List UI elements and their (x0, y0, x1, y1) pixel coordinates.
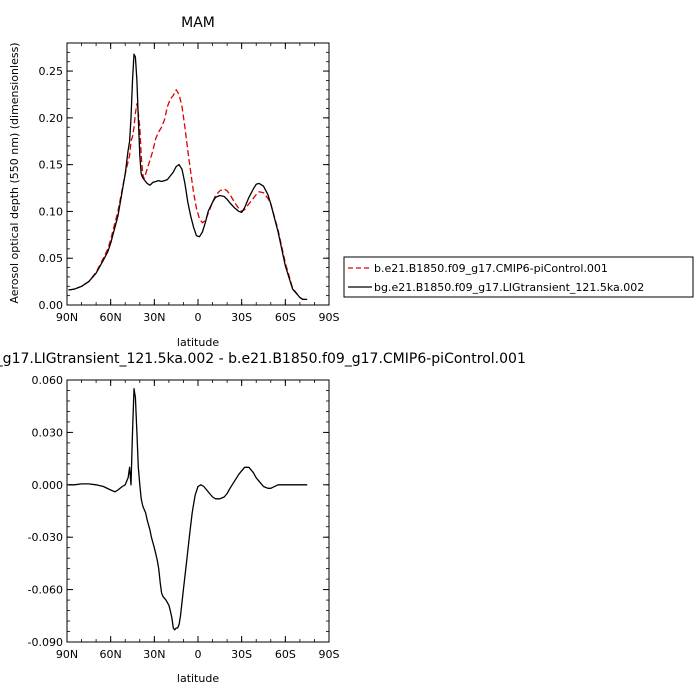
top-title: MAM (181, 15, 215, 31)
bottom-title: bg.e21.B1850.f09_g17.LIGtransient_121.5k… (0, 351, 526, 367)
top-x-tick-label: 90S (319, 311, 340, 324)
bottom-y-tick-label: 0.030 (32, 426, 64, 439)
top-y-tick-label: 0.05 (39, 252, 64, 265)
top-x-ticks: 90N 60N 30N 0 30S 60S 90S (56, 43, 340, 324)
top-series-lines (68, 53, 308, 301)
legend-box (343, 256, 694, 298)
legend-label-picontrol: b.e21.B1850.f09_g17.CMIP6-piControl.001 (374, 262, 608, 275)
bottom-x-ticks: 90N 60N 30N 0 30S 60S 90S (56, 380, 340, 661)
top-series-line-0 (68, 89, 308, 301)
top-y-tick-label: 0.00 (39, 299, 64, 312)
top-x-axis-label: latitude (177, 336, 219, 349)
bottom-y-tick-label: 0.000 (32, 479, 64, 492)
bottom-x-tick-label: 90N (56, 648, 78, 661)
top-y-tick-label: 0.25 (39, 65, 64, 78)
bottom-y-tick-label: -0.060 (28, 584, 63, 597)
top-plot-frame (66, 42, 330, 306)
bottom-x-tick-label: 30S (231, 648, 252, 661)
top-x-tick-label: 30N (143, 311, 165, 324)
bottom-series-lines (68, 388, 308, 631)
bottom-x-tick-label: 0 (195, 648, 202, 661)
top-y-axis-label: Aerosol optical depth (550 nm) (dimensio… (8, 42, 21, 303)
bottom-y-tick-label: -0.030 (28, 531, 63, 544)
top-x-tick-label: 60S (275, 311, 296, 324)
bottom-series-line-0 (68, 388, 308, 631)
top-x-tick-label: 0 (195, 311, 202, 324)
bottom-y-tick-label: 0.060 (32, 374, 64, 387)
legend-label-ligtransient: bg.e21.B1850.f09_g17.LIGtransient_121.5k… (374, 281, 644, 294)
bottom-x-tick-label: 60S (275, 648, 296, 661)
top-x-tick-label: 90N (56, 311, 78, 324)
bottom-x-tick-label: 90S (319, 648, 340, 661)
bottom-y-ticks: -0.090 -0.060 -0.030 0.000 0.030 0.060 (28, 374, 329, 649)
bottom-x-axis-label: latitude (177, 672, 219, 685)
bottom-x-tick-label: 30N (143, 648, 165, 661)
top-y-tick-label: 0.10 (39, 205, 64, 218)
bottom-x-tick-label: 60N (100, 648, 122, 661)
top-y-tick-label: 0.15 (39, 159, 64, 172)
bottom-panel: bg.e21.B1850.f09_g17.LIGtransient_121.5k… (0, 351, 526, 685)
top-panel: MAM Aerosol optical depth (550 nm) (dime… (8, 15, 340, 349)
top-y-tick-label: 0.20 (39, 112, 64, 125)
bottom-y-tick-label: -0.090 (28, 636, 63, 649)
bottom-plot-frame (66, 379, 330, 643)
top-x-tick-label: 60N (100, 311, 122, 324)
top-series-line-1 (68, 53, 308, 301)
top-x-tick-label: 30S (231, 311, 252, 324)
legend: b.e21.B1850.f09_g17.CMIP6-piControl.001 … (343, 256, 694, 298)
